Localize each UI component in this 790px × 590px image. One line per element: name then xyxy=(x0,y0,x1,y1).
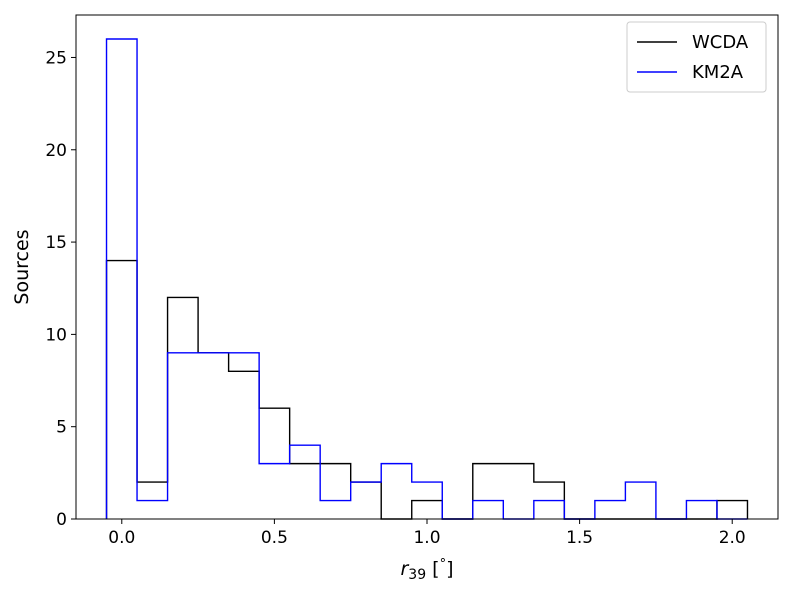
y-axis-label: Sources xyxy=(11,229,33,304)
y-tick-label: 10 xyxy=(45,325,67,345)
y-tick-label: 20 xyxy=(45,141,67,161)
histogram-step-km2a xyxy=(105,38,748,520)
x-axis-label: r39 [°] xyxy=(400,557,453,583)
x-tick-label: 1.5 xyxy=(566,528,593,548)
x-axis-ticks: 0.0 0.5 1.0 1.5 2.0 xyxy=(108,519,746,548)
legend-box xyxy=(626,21,767,93)
y-tick-label: 25 xyxy=(45,48,67,68)
legend-label-wcda: WCDA xyxy=(692,32,749,53)
x-tick-label: 0.5 xyxy=(261,528,288,548)
x-tick-label: 2.0 xyxy=(719,528,746,548)
legend: WCDA KM2A xyxy=(626,21,767,93)
y-tick-label: 5 xyxy=(56,418,67,438)
legend-label-km2a: KM2A xyxy=(692,62,744,83)
x-tick-label: 1.0 xyxy=(413,528,440,548)
x-axis-label-main: r xyxy=(400,558,409,580)
y-tick-label: 15 xyxy=(45,233,67,253)
series-layer xyxy=(105,38,749,520)
y-axis-ticks: 0 5 10 15 20 25 xyxy=(45,48,76,530)
x-axis-label-unit-open: [ xyxy=(426,558,439,580)
x-axis-label-degree: ° xyxy=(440,557,447,572)
x-axis-label-unit-close: ] xyxy=(446,558,453,580)
x-tick-label: 0.0 xyxy=(108,528,135,548)
histogram-step-wcda xyxy=(105,259,749,520)
x-axis-label-subscript: 39 xyxy=(408,567,426,583)
y-tick-label: 0 xyxy=(56,510,67,530)
